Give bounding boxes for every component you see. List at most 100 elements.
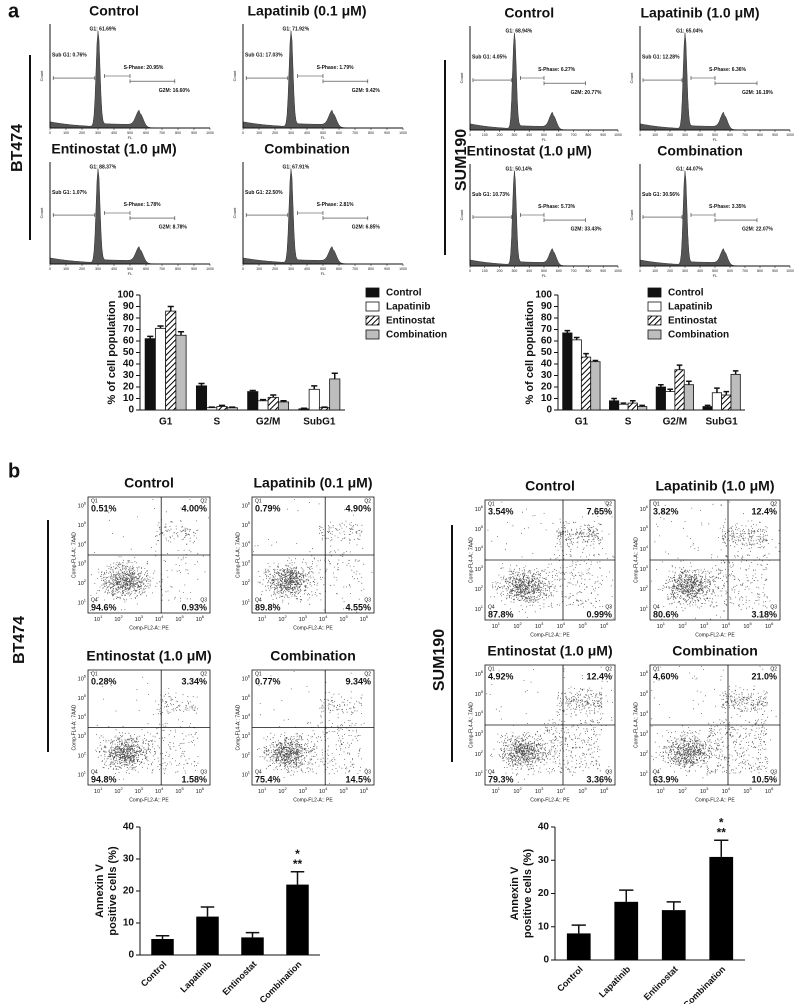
tick-base: 10 <box>743 624 749 630</box>
plot-title: Entinostat (1.0 μM) <box>487 643 612 659</box>
tick-label: 105 <box>578 786 587 795</box>
tick-label: 105 <box>640 524 649 533</box>
tick-label: 104 <box>319 614 328 623</box>
axis-label: Comp-FL4-A:: 7AAD <box>71 704 77 750</box>
tick-label: 600 <box>727 133 733 137</box>
gate-label: S-Phase: 5.73% <box>538 204 576 210</box>
tick-base: 10 <box>475 527 481 533</box>
axis-label: Comp-FL2-A:: PE <box>695 797 735 803</box>
tick-base: 10 <box>557 789 563 795</box>
legend-swatch <box>365 301 380 312</box>
tick-base: 10 <box>657 789 663 795</box>
y-axis-label: Annexin V <box>509 866 521 920</box>
bar <box>151 939 174 955</box>
axis-label: Comp-FL4-A:: 7AAD <box>468 702 474 748</box>
error-bar <box>620 402 627 405</box>
bar <box>683 384 694 411</box>
event-dots <box>486 501 615 619</box>
tick-exponent: 5 <box>584 786 587 791</box>
error-bar <box>259 398 267 401</box>
tick-label: 600 <box>556 269 562 273</box>
error-bar <box>218 404 226 407</box>
tick-label: 104 <box>155 786 164 795</box>
tick-base: 10 <box>640 607 646 613</box>
tick-base: 10 <box>765 624 771 630</box>
quadrant-name: Q2 <box>200 671 207 677</box>
tick-label: 200 <box>79 131 85 135</box>
tick-exponent: 1 <box>84 769 87 774</box>
y-tick-label: 50 <box>123 347 135 358</box>
bar <box>609 400 620 411</box>
tick-label: 0 <box>469 269 471 273</box>
tick-base: 10 <box>242 754 248 760</box>
plot-title: Lapatinib (0.1 μM) <box>253 475 372 491</box>
tick-base: 10 <box>242 601 248 607</box>
quadrant-percent: 4.55% <box>345 602 371 612</box>
tick-label: 800 <box>585 269 591 273</box>
gate-label: Sub G1: 0.76% <box>52 53 87 59</box>
tick-label: 102 <box>640 584 649 593</box>
tick-base: 10 <box>475 507 481 513</box>
tick-base: 10 <box>475 587 481 593</box>
error-bar <box>639 404 645 407</box>
tick-label: 100 <box>63 131 69 135</box>
tick-label: 103 <box>640 729 649 738</box>
tick-exponent: 2 <box>684 786 687 791</box>
bar <box>627 402 638 411</box>
gate-label: G2M: 8.78% <box>159 225 188 231</box>
tick-exponent: 6 <box>248 674 251 679</box>
legend-label: Lapatinib <box>668 302 712 313</box>
bar <box>267 396 279 411</box>
tick-exponent: 6 <box>481 504 484 509</box>
error-bar <box>229 406 236 408</box>
y-tick-label: 50 <box>541 347 553 358</box>
bar <box>247 391 259 411</box>
tick-base: 10 <box>475 607 481 613</box>
bar <box>308 388 320 411</box>
quadrant-name: Q4 <box>488 604 495 610</box>
quadrant-name: Q3 <box>364 597 371 603</box>
tick-base: 10 <box>135 789 141 795</box>
tick-label: 500 <box>320 267 326 271</box>
tick-base: 10 <box>78 754 84 760</box>
event-dots <box>486 666 613 785</box>
gate-label: G1: 71.92% <box>282 26 309 32</box>
tick-base: 10 <box>360 789 366 795</box>
tick-exponent: 2 <box>519 621 522 626</box>
tick-label: 300 <box>511 269 517 273</box>
gate <box>472 78 512 83</box>
quadrant-percent: 4.00% <box>181 503 207 513</box>
quadrant-percent: 9.34% <box>345 676 371 686</box>
tick-base: 10 <box>78 581 84 587</box>
bar <box>721 394 732 411</box>
tick-label: 1000 <box>614 269 622 273</box>
quadrant-percent: 0.99% <box>586 609 612 619</box>
tick-label: 105 <box>640 689 649 698</box>
tick-base: 10 <box>242 543 248 549</box>
y-tick-label: 90 <box>541 301 553 312</box>
tick-label: 400 <box>526 133 532 137</box>
tick-label: 900 <box>384 267 390 271</box>
tick-label: 101 <box>492 621 501 630</box>
tick-label: 300 <box>288 267 294 271</box>
quadrant-name: Q1 <box>91 671 98 677</box>
tick-label: 103 <box>535 621 544 630</box>
gate-label: S-Phase: 1.79% <box>317 65 355 71</box>
plot-title: Entinostat (1.0 μM) <box>467 143 592 159</box>
tick-label: 500 <box>127 267 133 271</box>
tick-exponent: 3 <box>541 786 544 791</box>
tick-label: 700 <box>159 131 165 135</box>
y-tick-label: 10 <box>123 393 135 404</box>
axis-label: Comp-FL4-A:: 7AAD <box>71 532 77 578</box>
axis-label: Comp-FL2-A:: PE <box>293 625 333 631</box>
error-bar <box>198 382 205 386</box>
tick-label: 106 <box>640 504 649 513</box>
tick-base: 10 <box>319 617 325 623</box>
tick-base: 10 <box>242 523 248 529</box>
legend-swatch <box>647 315 662 326</box>
tick-label: 500 <box>127 131 133 135</box>
tick-exponent: 4 <box>248 712 251 717</box>
bar <box>144 338 156 411</box>
quadrant-name: Q1 <box>91 498 98 504</box>
tick-exponent: 2 <box>120 786 123 791</box>
